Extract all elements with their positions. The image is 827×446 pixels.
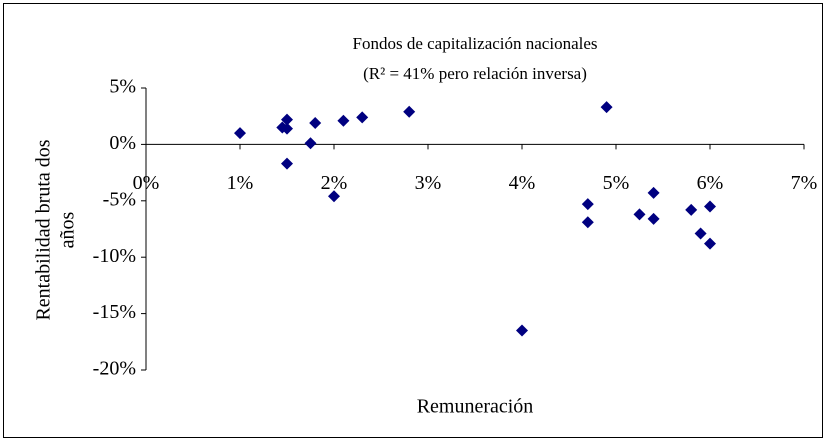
point <box>647 212 660 225</box>
y-tick-label: 0% <box>109 132 136 154</box>
y-tick-label: -5% <box>103 188 136 210</box>
point <box>581 216 594 229</box>
x-tick-label: 2% <box>321 172 348 194</box>
point <box>581 198 594 211</box>
point <box>328 190 340 203</box>
point <box>516 324 528 337</box>
point <box>304 137 317 150</box>
point <box>647 186 660 199</box>
point <box>356 111 369 124</box>
x-axis-label: Remuneración <box>417 396 534 418</box>
point <box>704 200 716 213</box>
y-tick-label: 5% <box>109 76 136 98</box>
x-tick-label: 7% <box>791 172 818 194</box>
y-tick-label: -10% <box>93 245 136 267</box>
point <box>309 116 322 129</box>
point <box>685 203 698 216</box>
point <box>694 227 707 240</box>
point <box>281 113 293 126</box>
point <box>704 237 716 250</box>
point <box>281 122 293 135</box>
point <box>403 105 416 118</box>
chart-subtitle: (R² = 41% pero relación inversa) <box>363 64 587 83</box>
point <box>281 157 293 170</box>
x-tick-label: 5% <box>603 172 630 194</box>
y-axis-label: años <box>57 211 79 248</box>
chart-title: Fondos de capitalización nacionales <box>353 34 598 53</box>
point <box>600 101 613 114</box>
x-tick-label: 3% <box>415 172 442 194</box>
x-tick-label: 0% <box>133 172 160 194</box>
point <box>633 208 646 221</box>
y-tick-label: -15% <box>93 301 136 323</box>
x-tick-label: 4% <box>509 172 536 194</box>
chart-frame <box>3 3 823 438</box>
y-axis-label: Rentabilidad bruta dos <box>33 139 55 320</box>
y-tick-label: -20% <box>93 358 136 380</box>
point <box>337 114 350 127</box>
point <box>234 127 246 140</box>
x-tick-label: 1% <box>227 172 254 194</box>
x-tick-label: 6% <box>697 172 724 194</box>
